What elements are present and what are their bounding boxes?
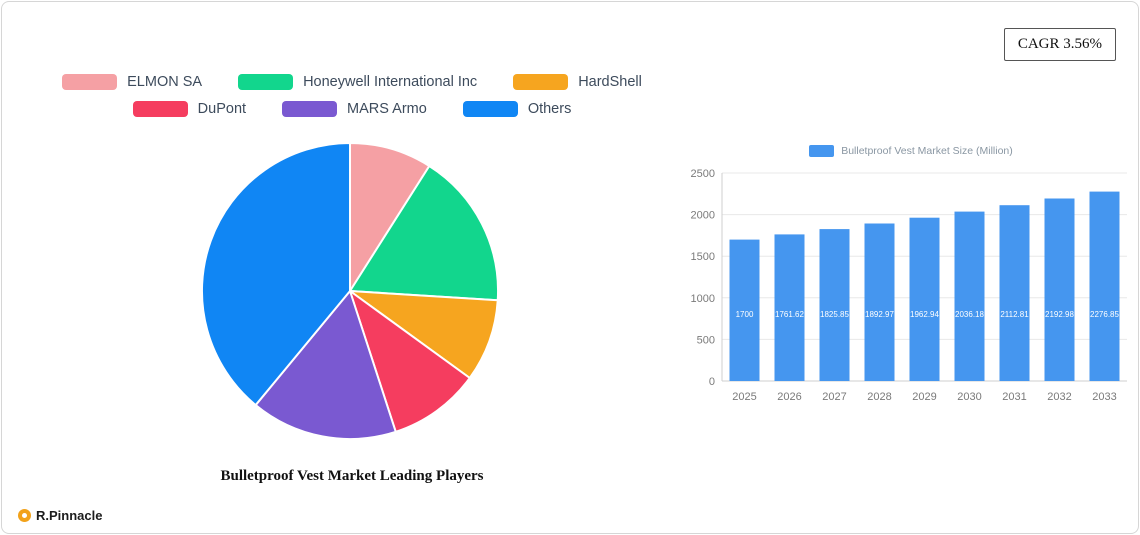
x-axis-tick-label: 2028 (867, 391, 891, 403)
bar-value-label: 2112.81 (1000, 310, 1029, 319)
bar-value-label: 1761.62 (775, 310, 804, 319)
x-axis-tick-label: 2029 (912, 391, 936, 403)
bar-2033 (1089, 191, 1120, 381)
y-axis-tick-label: 0 (709, 376, 715, 388)
bar-value-label: 2192.98 (1045, 310, 1074, 319)
x-axis-tick-label: 2033 (1092, 391, 1116, 403)
bar-2026 (774, 234, 805, 381)
bar-legend-item[interactable]: Bulletproof Vest Market Size (Million) (687, 145, 1135, 157)
bar-2027 (819, 229, 850, 381)
logo-text: R.Pinnacle (36, 508, 103, 523)
y-axis-tick-label: 500 (697, 334, 715, 346)
x-axis-tick-label: 2026 (777, 391, 801, 403)
bar-value-label: 1962.94 (910, 310, 939, 319)
bar-value-label: 1700 (736, 310, 754, 319)
bar-2029 (909, 217, 940, 381)
x-axis-tick-label: 2032 (1047, 391, 1071, 403)
legend-item-others[interactable]: Others (462, 101, 572, 117)
legend-row: ELMON SA Honeywell International Inc HardS… (2, 74, 702, 90)
pie-slice-honeywell-international-inc (348, 164, 500, 302)
legend-label: Others (527, 101, 572, 117)
legend-swatch (513, 74, 569, 90)
x-axis-tick-label: 2027 (822, 391, 846, 403)
y-axis-tick-label: 1500 (691, 251, 715, 263)
bar-2032 (1044, 198, 1075, 381)
pie-title: Bulletproof Vest Market Leading Players (220, 468, 484, 484)
legend-swatch (132, 101, 188, 117)
legend-item-hardshell[interactable]: HardShell (513, 74, 642, 90)
bar-2025 (729, 239, 760, 381)
bar-legend-label: Bulletproof Vest Market Size (Million) (841, 145, 1013, 157)
bar-value-label: 1825.85 (820, 310, 849, 319)
legend-label: DuPont (197, 101, 247, 117)
y-axis-tick-label: 2500 (691, 168, 715, 180)
legend-swatch (62, 74, 118, 90)
x-axis-tick-label: 2030 (957, 391, 981, 403)
cagr-badge: CAGR 3.56% (1003, 28, 1116, 61)
legend-label: Honeywell International Inc (303, 74, 478, 90)
legend-label: HardShell (578, 74, 642, 90)
logo: R.Pinnacle (18, 508, 102, 523)
x-axis-tick-label: 2025 (732, 391, 756, 403)
pie-slice-dupont (348, 288, 472, 434)
pie-slice-others (200, 141, 351, 407)
bar-legend-swatch (809, 145, 835, 157)
logo-icon (18, 509, 31, 522)
legend-swatch (282, 101, 338, 117)
pie-slice-elmon-sa (349, 141, 431, 295)
pie-chart (200, 140, 500, 442)
pie-slice-mars-armo (254, 288, 397, 440)
legend-label: MARS Armo (347, 101, 427, 117)
bar-2031 (999, 205, 1030, 381)
pie-legend: ELMON SA Honeywell International Inc HardS… (2, 74, 702, 117)
bar-chart-panel: Bulletproof Vest Market Size (Million) 0… (687, 145, 1135, 421)
legend-item-mars-armo[interactable]: MARS Armo (282, 101, 427, 117)
bar-value-label: 1892.97 (865, 310, 894, 319)
legend-swatch (238, 74, 294, 90)
y-axis-tick-label: 2000 (691, 210, 715, 222)
legend-label: ELMON SA (127, 74, 203, 90)
bar-value-label: 2036.18 (955, 310, 984, 319)
legend-item-elmon-sa[interactable]: ELMON SA (62, 74, 202, 90)
pie-slice-hardshell (346, 289, 499, 380)
legend-swatch (462, 101, 518, 117)
legend-item-dupont[interactable]: DuPont (132, 101, 247, 117)
x-axis-tick-label: 2031 (1002, 391, 1026, 403)
legend-row: DuPont MARS Armo Others (2, 101, 702, 117)
bar-2030 (954, 211, 985, 381)
y-axis-tick-label: 1000 (691, 293, 715, 305)
bar-value-label: 2276.85 (1090, 310, 1119, 319)
legend-item-honeywell-international-inc[interactable]: Honeywell International Inc (238, 74, 477, 90)
bar-chart: 0 500 1000 1500 2000 2500 1700 2025 1761.62 2026 1… (687, 161, 1135, 421)
bar-2028 (864, 223, 895, 381)
